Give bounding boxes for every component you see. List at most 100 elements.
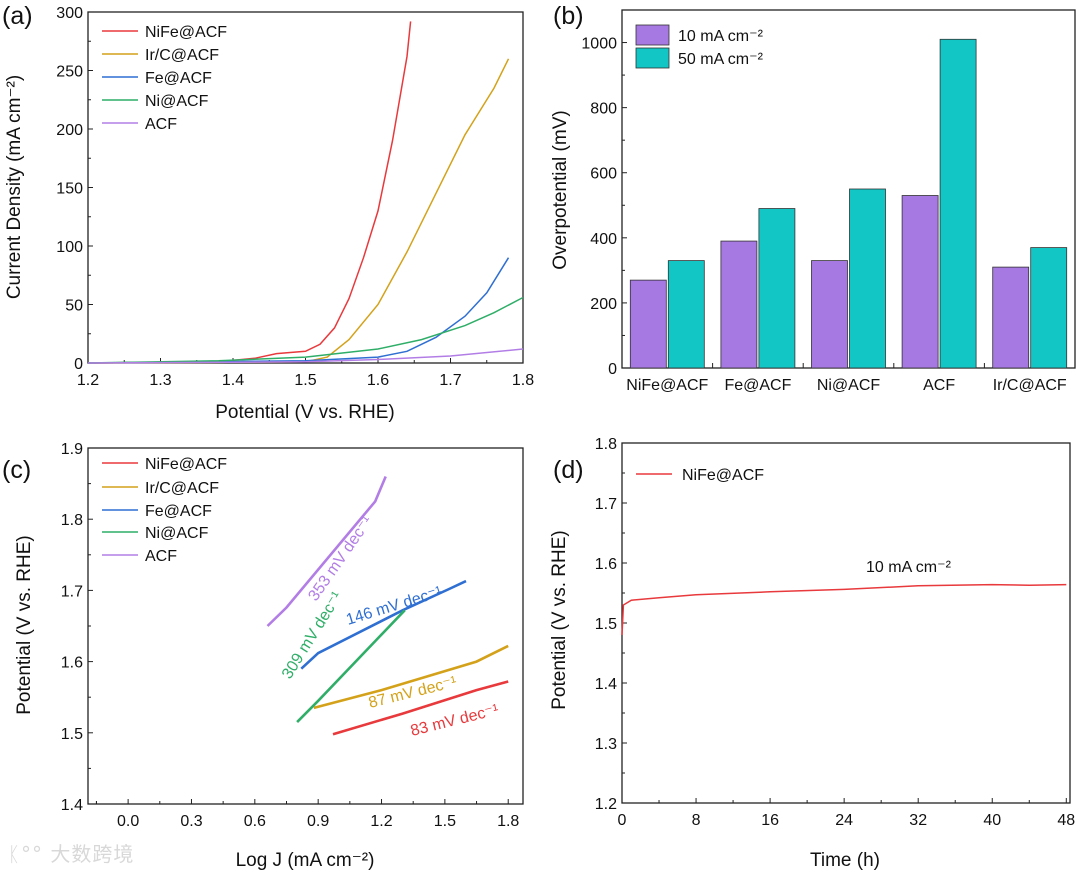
legend-label: Ni@ACF bbox=[145, 525, 209, 542]
x-tick-label: 1.8 bbox=[497, 813, 519, 830]
y-tick-label: 1.2 bbox=[595, 796, 617, 813]
y-tick-label: 0 bbox=[74, 356, 83, 373]
panel-d: (d) 1.2 1.3 1.4 1.5 1.6 1.7 1.8 0 8 16 24 32 40 48 Time… bbox=[549, 436, 1075, 871]
y-axis-title: Current Density (mA cm⁻²) bbox=[4, 75, 25, 299]
panel-b: (b) 0 200 400 600 800 1000 Overpotential (mV) Ni… bbox=[550, 2, 1076, 394]
y-tick-label: 100 bbox=[56, 239, 83, 256]
x-tick-label: 48 bbox=[1057, 812, 1075, 829]
legend-label: Ni@ACF bbox=[145, 93, 209, 110]
legend-label: Fe@ACF bbox=[145, 70, 212, 87]
legend-label: ACF bbox=[145, 548, 177, 565]
legend-label: 10 mA cm⁻² bbox=[678, 28, 764, 45]
y-axis-title: Potential (V vs. RHE) bbox=[549, 530, 570, 710]
series-line bbox=[87, 21, 412, 364]
series-line bbox=[87, 296, 524, 364]
x-tick-label: 32 bbox=[909, 812, 927, 829]
x-tick-label: 1.5 bbox=[434, 813, 456, 830]
y-tick-label: 250 bbox=[56, 64, 83, 81]
legend-label: 50 mA cm⁻² bbox=[678, 51, 764, 68]
annotation: 10 mA cm⁻² bbox=[866, 559, 952, 576]
series-line bbox=[87, 348, 524, 364]
bar bbox=[629, 279, 667, 369]
x-tick-label: 1.4 bbox=[222, 372, 244, 389]
category-label: NiFe@ACF bbox=[626, 377, 708, 394]
bar bbox=[1030, 247, 1068, 369]
y-tick-label: 200 bbox=[590, 296, 617, 313]
y-tick-label: 800 bbox=[590, 101, 617, 118]
series-line bbox=[313, 644, 509, 710]
category-label: Fe@ACF bbox=[724, 377, 791, 394]
series-line bbox=[621, 583, 1067, 636]
legend-label: Fe@ACF bbox=[145, 503, 212, 520]
x-tick-label: 0.0 bbox=[117, 813, 139, 830]
slope-annotation: 353 mV dec⁻¹ bbox=[305, 513, 376, 604]
category-label: Ni@ACF bbox=[817, 377, 881, 394]
x-tick-label: 8 bbox=[692, 812, 701, 829]
legend-label: Ir/C@ACF bbox=[145, 47, 219, 64]
y-tick-label: 1.5 bbox=[61, 726, 83, 743]
legend-label: NiFe@ACF bbox=[682, 467, 764, 484]
y-tick-label: 1.8 bbox=[61, 512, 83, 529]
y-tick-label: 300 bbox=[56, 5, 83, 22]
x-axis-title: Log J (mA cm⁻²) bbox=[236, 850, 375, 871]
y-axis-title: Potential (V vs. RHE) bbox=[14, 535, 35, 715]
y-tick-label: 400 bbox=[590, 231, 617, 248]
y-tick-label: 1.4 bbox=[61, 797, 83, 814]
panel-label: (a) bbox=[2, 2, 33, 30]
y-tick-label: 1.4 bbox=[595, 676, 617, 693]
x-tick-label: 1.2 bbox=[370, 813, 392, 830]
slope-annotation: 87 mV dec⁻¹ bbox=[367, 674, 459, 712]
watermark-logo: ᛕ°° 大数跨境 bbox=[8, 842, 135, 866]
bar bbox=[939, 38, 977, 369]
y-tick-label: 200 bbox=[56, 122, 83, 139]
legend-label: Ir/C@ACF bbox=[145, 480, 219, 497]
series-line bbox=[266, 475, 387, 627]
category-label: Ir/C@ACF bbox=[993, 377, 1067, 394]
y-tick-label: 1.7 bbox=[595, 496, 617, 513]
y-tick-label: 1.3 bbox=[595, 736, 617, 753]
bar bbox=[667, 260, 705, 369]
plot-frame bbox=[621, 9, 1076, 369]
x-axis-title: Time (h) bbox=[810, 850, 880, 871]
y-tick-label: 50 bbox=[65, 298, 83, 315]
x-tick-label: 1.3 bbox=[149, 372, 171, 389]
x-tick-label: 40 bbox=[983, 812, 1001, 829]
x-tick-label: 1.6 bbox=[367, 372, 389, 389]
x-tick-label: 16 bbox=[761, 812, 779, 829]
panel-c: (c) 1.4 1.5 1.6 1.7 1.8 1.9 0.0 0.3 0.6 0.9 1.2 1.5 1… bbox=[2, 441, 524, 871]
x-tick-label: 1.5 bbox=[294, 372, 316, 389]
bar bbox=[992, 266, 1030, 369]
y-tick-label: 1.6 bbox=[61, 655, 83, 672]
y-tick-label: 1.6 bbox=[595, 556, 617, 573]
legend-label: NiFe@ACF bbox=[145, 24, 227, 41]
legend-label: ACF bbox=[145, 116, 177, 133]
y-tick-label: 1.8 bbox=[595, 436, 617, 453]
x-tick-label: 0 bbox=[618, 812, 627, 829]
plot-frame bbox=[621, 442, 1071, 804]
y-tick-label: 1.9 bbox=[61, 441, 83, 458]
y-tick-label: 1000 bbox=[581, 36, 617, 53]
y-tick-label: 600 bbox=[590, 166, 617, 183]
bar bbox=[811, 260, 848, 369]
x-tick-label: 0.9 bbox=[307, 813, 329, 830]
category-label: ACF bbox=[923, 377, 955, 394]
x-tick-label: 1.2 bbox=[77, 372, 99, 389]
legend-swatch bbox=[635, 47, 670, 69]
x-tick-label: 24 bbox=[835, 812, 853, 829]
x-tick-label: 0.6 bbox=[244, 813, 266, 830]
panel-label: (c) bbox=[2, 456, 31, 484]
y-tick-label: 1.7 bbox=[61, 583, 83, 600]
panel-a: (a) 0 50 100 150 200 250 300 1.2 1.3 1.4 1.5 1.6 1.7 1… bbox=[2, 2, 534, 423]
x-axis-title: Potential (V vs. RHE) bbox=[215, 402, 395, 423]
plot-frame bbox=[87, 447, 524, 805]
series-line bbox=[296, 609, 406, 724]
legend-swatch bbox=[635, 24, 670, 46]
x-tick-label: 1.8 bbox=[512, 372, 534, 389]
series-line bbox=[300, 579, 467, 670]
y-axis-title: Overpotential (mV) bbox=[550, 110, 571, 269]
y-tick-label: 150 bbox=[56, 181, 83, 198]
y-tick-label: 0 bbox=[608, 361, 617, 378]
bar bbox=[901, 195, 939, 369]
bar bbox=[720, 240, 758, 369]
